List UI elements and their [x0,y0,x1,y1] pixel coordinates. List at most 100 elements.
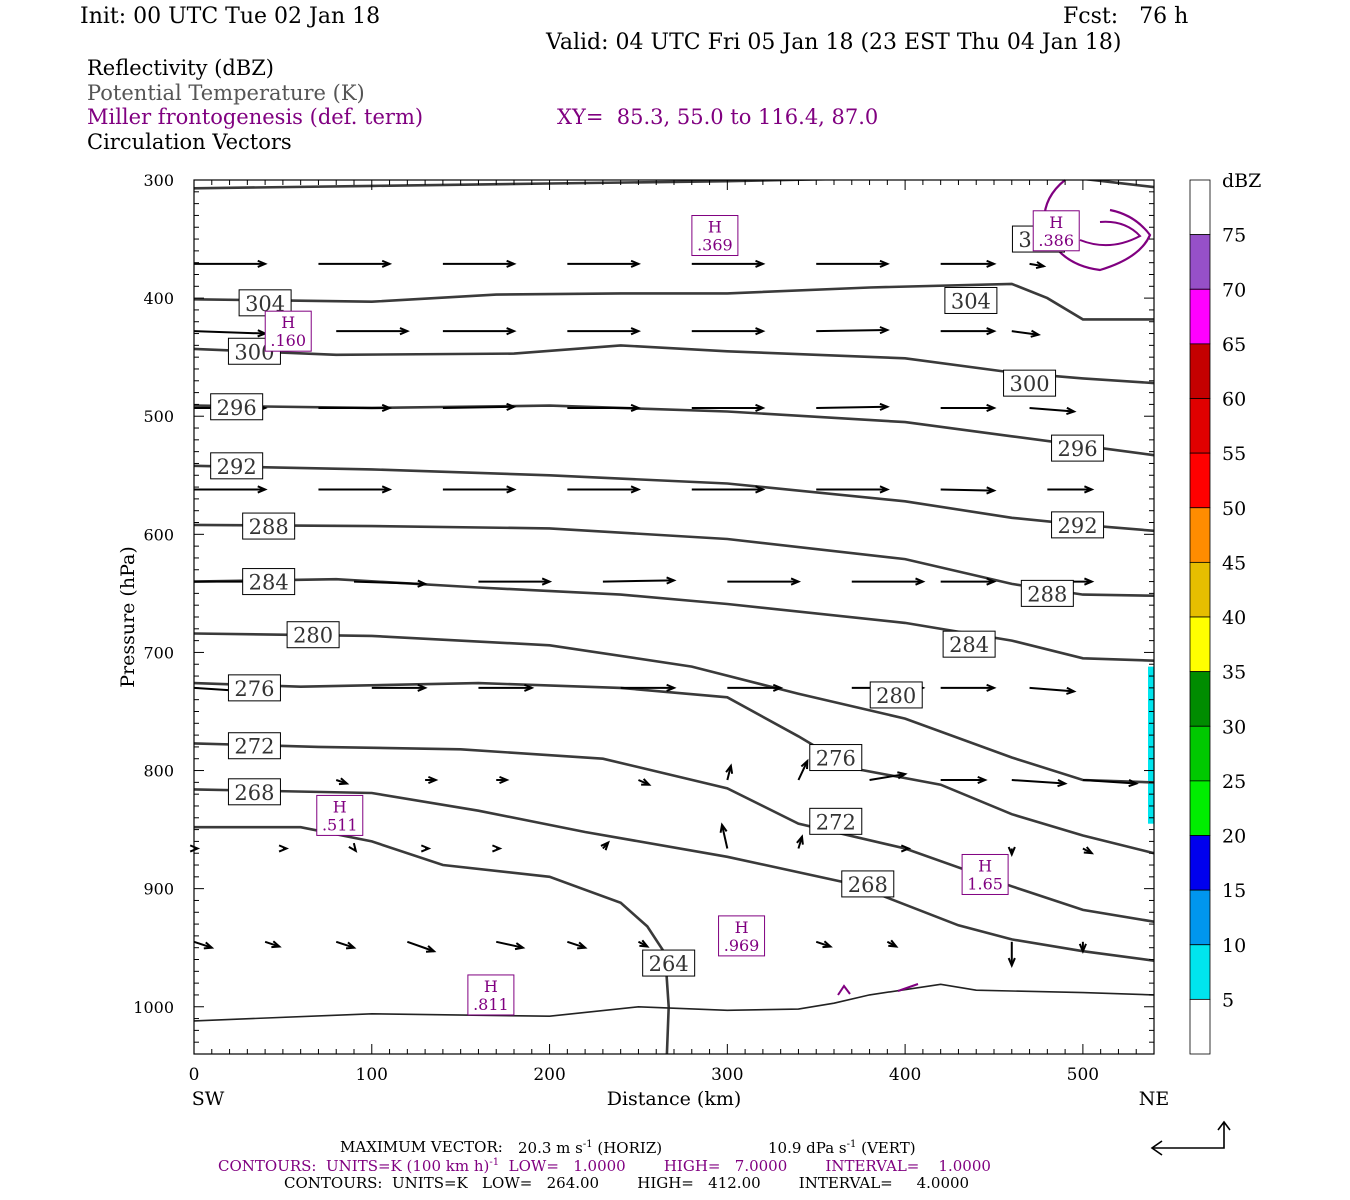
vector-head [755,403,766,412]
fronto-max-label: H [1049,213,1063,232]
contour-label-296: 296 [1058,437,1098,461]
theta-contour-info: CONTOURS: UNITS=K LOW= 264.00 HIGH= 412.… [284,1174,970,1192]
fronto-max-label: H [978,856,992,875]
vector-head [879,402,890,411]
theta-contour-272 [194,742,1154,923]
vector-head [800,758,809,770]
vector-head [345,941,357,950]
contour-label-304: 304 [951,289,991,313]
vector-head [506,327,517,336]
max-vector-horiz-unit: (HORIZ) [592,1139,663,1157]
vector-head [630,485,642,494]
colorbar-label: 5 [1222,989,1234,1011]
vector-shaft [816,328,888,333]
fronto-contour-range: LOW= 1.0000 HIGH= 7.0000 INTERVAL= 1.000… [499,1157,991,1175]
fronto-max-value: .160 [270,331,306,350]
vector-head [425,945,437,953]
vector-head [1083,846,1095,855]
fronto-contour-units: CONTOURS: UNITS=K (100 km h) [218,1157,490,1175]
vector-head [506,259,517,268]
vector-head [506,402,517,411]
vector-head [399,327,410,336]
theta-contour-288 [194,523,1154,597]
vector-head [1035,261,1047,270]
contour-label-272: 272 [234,735,274,759]
y-tick-label: 300 [143,171,174,190]
unit-exponent: -1 [846,1139,857,1150]
vector-shaft [193,940,213,949]
vector-head [203,941,215,950]
vector-head [666,576,677,585]
colorbar-swatch [1189,889,1211,946]
vector-head [420,844,432,853]
contour-label-280: 280 [293,624,333,648]
y-tick-label: 900 [143,880,174,899]
vector-shaft [1011,778,1066,785]
vector-head [189,844,201,853]
vector-shaft [193,330,266,335]
vector-head [796,834,804,845]
vector-shaft [1082,778,1137,785]
vector-shaft [721,824,729,849]
contour-label-box [1003,369,1057,397]
colorbar-label: 70 [1222,279,1246,301]
vector-head [381,485,393,494]
vector-head [577,941,588,950]
theta-contour-264 [194,825,671,1054]
colorbar-swatch [1189,452,1211,509]
init-time: Init: 00 UTC Tue 02 Jan 18 [80,4,381,29]
fronto-max-label: H [735,918,749,937]
colorbar-swatch [1189,179,1211,236]
fronto-max-label: H [484,977,498,996]
colorbar-label: 40 [1222,607,1246,629]
contour-label-box [809,807,863,835]
vector-head [1084,485,1095,494]
theta-contour-300 [194,344,1154,385]
unit-exponent: -1 [582,1139,593,1150]
contour-label-box [944,286,998,314]
vector-shaft [442,405,515,409]
vector-head [630,259,642,268]
contour-label-box [869,681,923,709]
contour-label-box [286,621,340,649]
colorbar-label: 50 [1222,498,1246,520]
contour-label-276: 276 [234,677,274,701]
colorbar-swatch [1189,998,1211,1055]
colorbar-swatch [1189,343,1211,399]
vector-head [879,326,890,335]
vector-head [1030,329,1041,338]
vector-head [278,844,290,853]
y-tick-label: 700 [143,643,174,662]
vector-head [381,259,393,268]
max-vector-vert: 10.9 dPa s-1 (VERT) [768,1140,916,1156]
x-right-end: NE [1139,1088,1170,1110]
vector-head [524,683,535,692]
vector-shaft [940,488,995,492]
colorbar-swatch [1189,398,1211,454]
vector-head [506,485,517,494]
colorbar-swatch [1189,835,1211,891]
x-tick-label: 400 [889,1065,921,1085]
vector-head [822,940,833,949]
x-tick-label: 100 [356,1065,388,1085]
vector-head [986,259,997,268]
contour-label-box [242,568,296,596]
contour-label-268: 268 [234,781,274,805]
vector-head [915,577,926,586]
vector-head [977,775,988,785]
colorbar-swatch [1189,616,1211,673]
fronto-max-box [1032,210,1080,252]
vector-head [417,683,428,692]
vector-head [1057,779,1068,788]
theta-contour-292 [194,464,1154,533]
legend-reflectivity: Reflectivity (dBZ) [87,56,275,80]
vector-head [417,579,428,588]
vector-shaft [567,940,586,949]
colorbar-label: 15 [1222,880,1246,902]
fronto-max-box [264,310,312,352]
vector-head [897,771,908,780]
colorbar-label: 25 [1222,771,1246,793]
fronto-max-box [718,915,766,957]
vector-head [879,259,890,268]
vector-head [381,403,393,412]
